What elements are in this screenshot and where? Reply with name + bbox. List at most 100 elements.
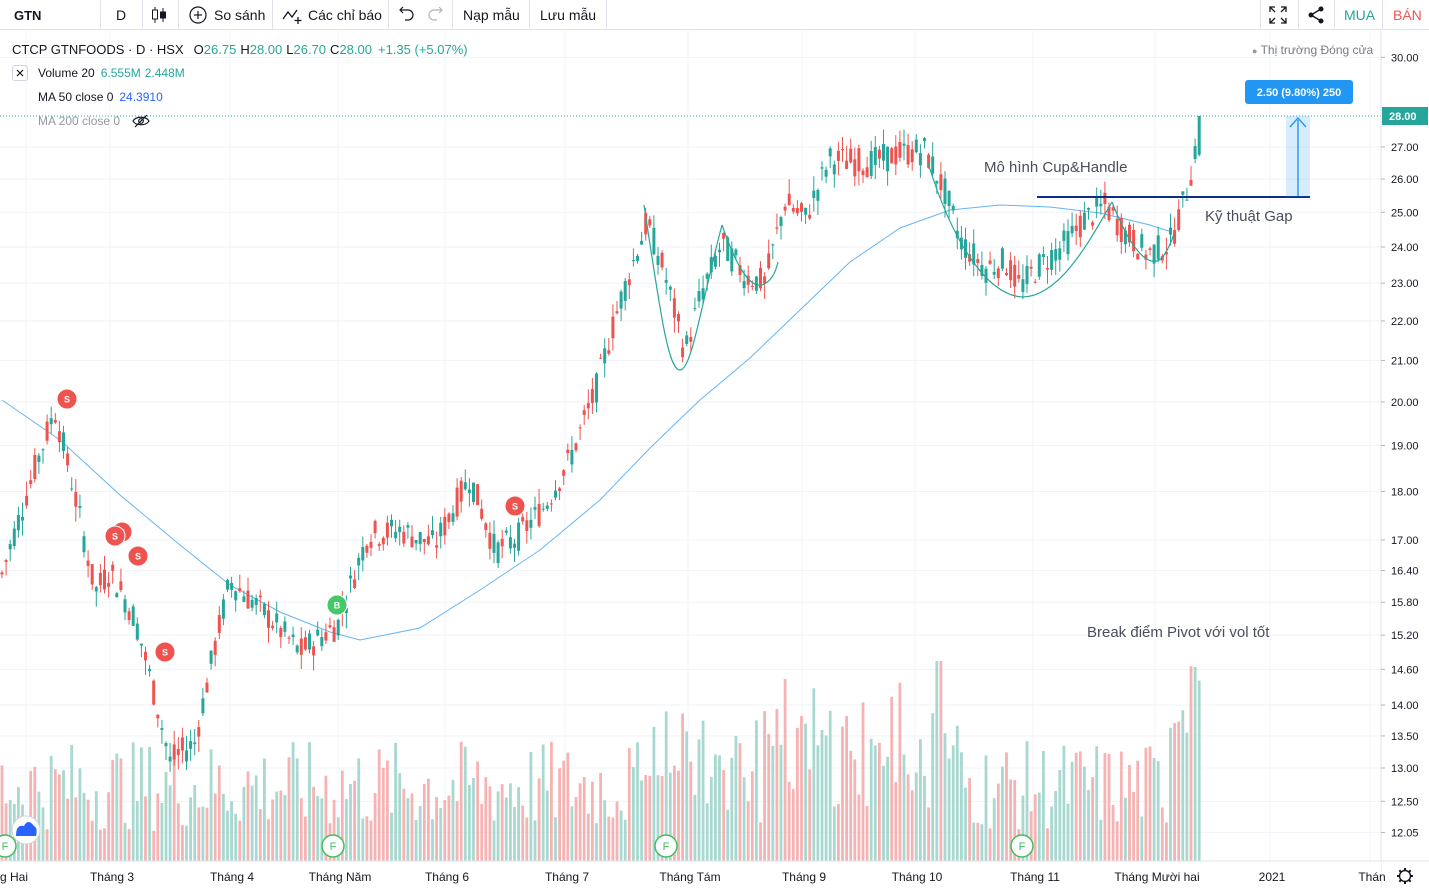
volume-bar [152, 830, 156, 861]
candle-body [1111, 207, 1115, 211]
candle [824, 166, 828, 184]
candle-body [1181, 191, 1185, 195]
candle [496, 540, 500, 569]
candle [586, 389, 590, 420]
candle-body [808, 214, 812, 219]
volume-bar [1062, 745, 1066, 861]
candle [882, 129, 885, 170]
volume-bar [763, 711, 766, 861]
candle [660, 250, 664, 271]
candle [861, 168, 865, 183]
candle [804, 207, 808, 225]
candle-body [1132, 229, 1136, 252]
candle-body [377, 543, 381, 546]
save-template-button[interactable]: Lưu mẫu [540, 7, 597, 23]
candle [226, 578, 229, 593]
financial-event-label: F [663, 841, 670, 853]
sell-button[interactable]: BÁN [1393, 7, 1422, 23]
candle [832, 160, 836, 188]
candle-body [861, 170, 865, 176]
candle [209, 650, 213, 670]
candle-body [726, 237, 730, 262]
redo-button[interactable] [426, 0, 444, 30]
interval-button[interactable]: D [116, 7, 127, 23]
undo-button[interactable] [398, 0, 416, 30]
candle-body [709, 257, 713, 273]
volume-bar [250, 785, 254, 861]
volume-bar [509, 783, 512, 861]
candle-body [1119, 218, 1123, 243]
share-button[interactable] [1306, 0, 1326, 30]
volume-bar [550, 741, 553, 861]
legend-ma200[interactable]: MA 200 close 0 [38, 114, 150, 128]
volume-bar [131, 742, 135, 861]
eye-hidden-icon[interactable] [132, 114, 150, 128]
candle-body [492, 533, 496, 553]
price-chart[interactable]: 2.50 (9.80%) 250 Mô hình Cup&Handle Kỹ thu… [0, 31, 1429, 890]
candle [619, 289, 623, 322]
candle [111, 561, 115, 584]
cup-handle-annotation: Mô hình Cup&Handle [984, 159, 1127, 176]
candle-body [853, 159, 857, 177]
candle-body [882, 143, 885, 161]
buy-button[interactable]: MUA [1344, 7, 1376, 23]
volume-bar [812, 688, 816, 861]
volume-bar [960, 752, 963, 861]
volume-bar [1005, 752, 1008, 861]
fullscreen-button[interactable] [1268, 0, 1288, 30]
volume-bar [496, 791, 500, 861]
time-tick-label: Tháng 6 [425, 870, 469, 884]
price-tick-label: 17.00 [1391, 535, 1419, 547]
candle-body [619, 291, 623, 309]
gear-tooth [1398, 869, 1402, 873]
legend-ma50[interactable]: MA 50 close 0 24.3910 [38, 90, 167, 104]
candle [1197, 116, 1201, 157]
candle-body [554, 490, 557, 498]
symbol-search-button[interactable]: GTN [14, 7, 42, 23]
volume-bar [578, 783, 582, 861]
candle [1058, 241, 1062, 272]
volume-bar [148, 746, 151, 861]
legend-collapse-button[interactable] [12, 65, 28, 81]
candle-body [353, 579, 357, 589]
load-template-button[interactable]: Nạp mẫu [463, 7, 520, 23]
volume-bar [201, 806, 205, 861]
volume-bar [1054, 790, 1058, 861]
candle-body [730, 248, 734, 272]
candle [771, 243, 775, 260]
financial-event: F [654, 834, 678, 858]
candle-body [463, 482, 467, 490]
candle-body [1058, 248, 1062, 260]
candle-body [385, 522, 389, 538]
candle-body [1000, 248, 1004, 269]
candle [25, 481, 29, 509]
candle [972, 229, 976, 277]
candle [775, 213, 779, 235]
candle [664, 267, 668, 295]
chart-type-button[interactable] [150, 0, 168, 30]
time-tick-label: Tháng Tám [659, 870, 720, 884]
candle-body [98, 572, 102, 586]
candle [439, 516, 443, 549]
candle [324, 623, 328, 644]
candle [1046, 255, 1049, 284]
candle-body [472, 482, 475, 502]
candle [640, 231, 644, 245]
candle-body [1140, 234, 1144, 248]
indicators-button[interactable]: Các chỉ báo [282, 0, 382, 30]
gear-icon[interactable] [1397, 868, 1413, 884]
time-tick-label: Thán [1358, 870, 1385, 884]
candle-body [480, 508, 484, 519]
compare-button[interactable]: So sánh [188, 0, 265, 30]
gear-tooth [1398, 879, 1402, 883]
volume-bar [1042, 750, 1045, 861]
volume-bar [103, 828, 106, 861]
candle-body [968, 254, 972, 262]
volume-bar [607, 816, 611, 861]
candle-body [197, 727, 201, 737]
candle-body [107, 582, 111, 587]
volume-bar [435, 797, 438, 861]
candle-body [230, 582, 234, 590]
legend-open-value: 26.75 [203, 42, 237, 57]
volume-bar [1058, 770, 1062, 861]
